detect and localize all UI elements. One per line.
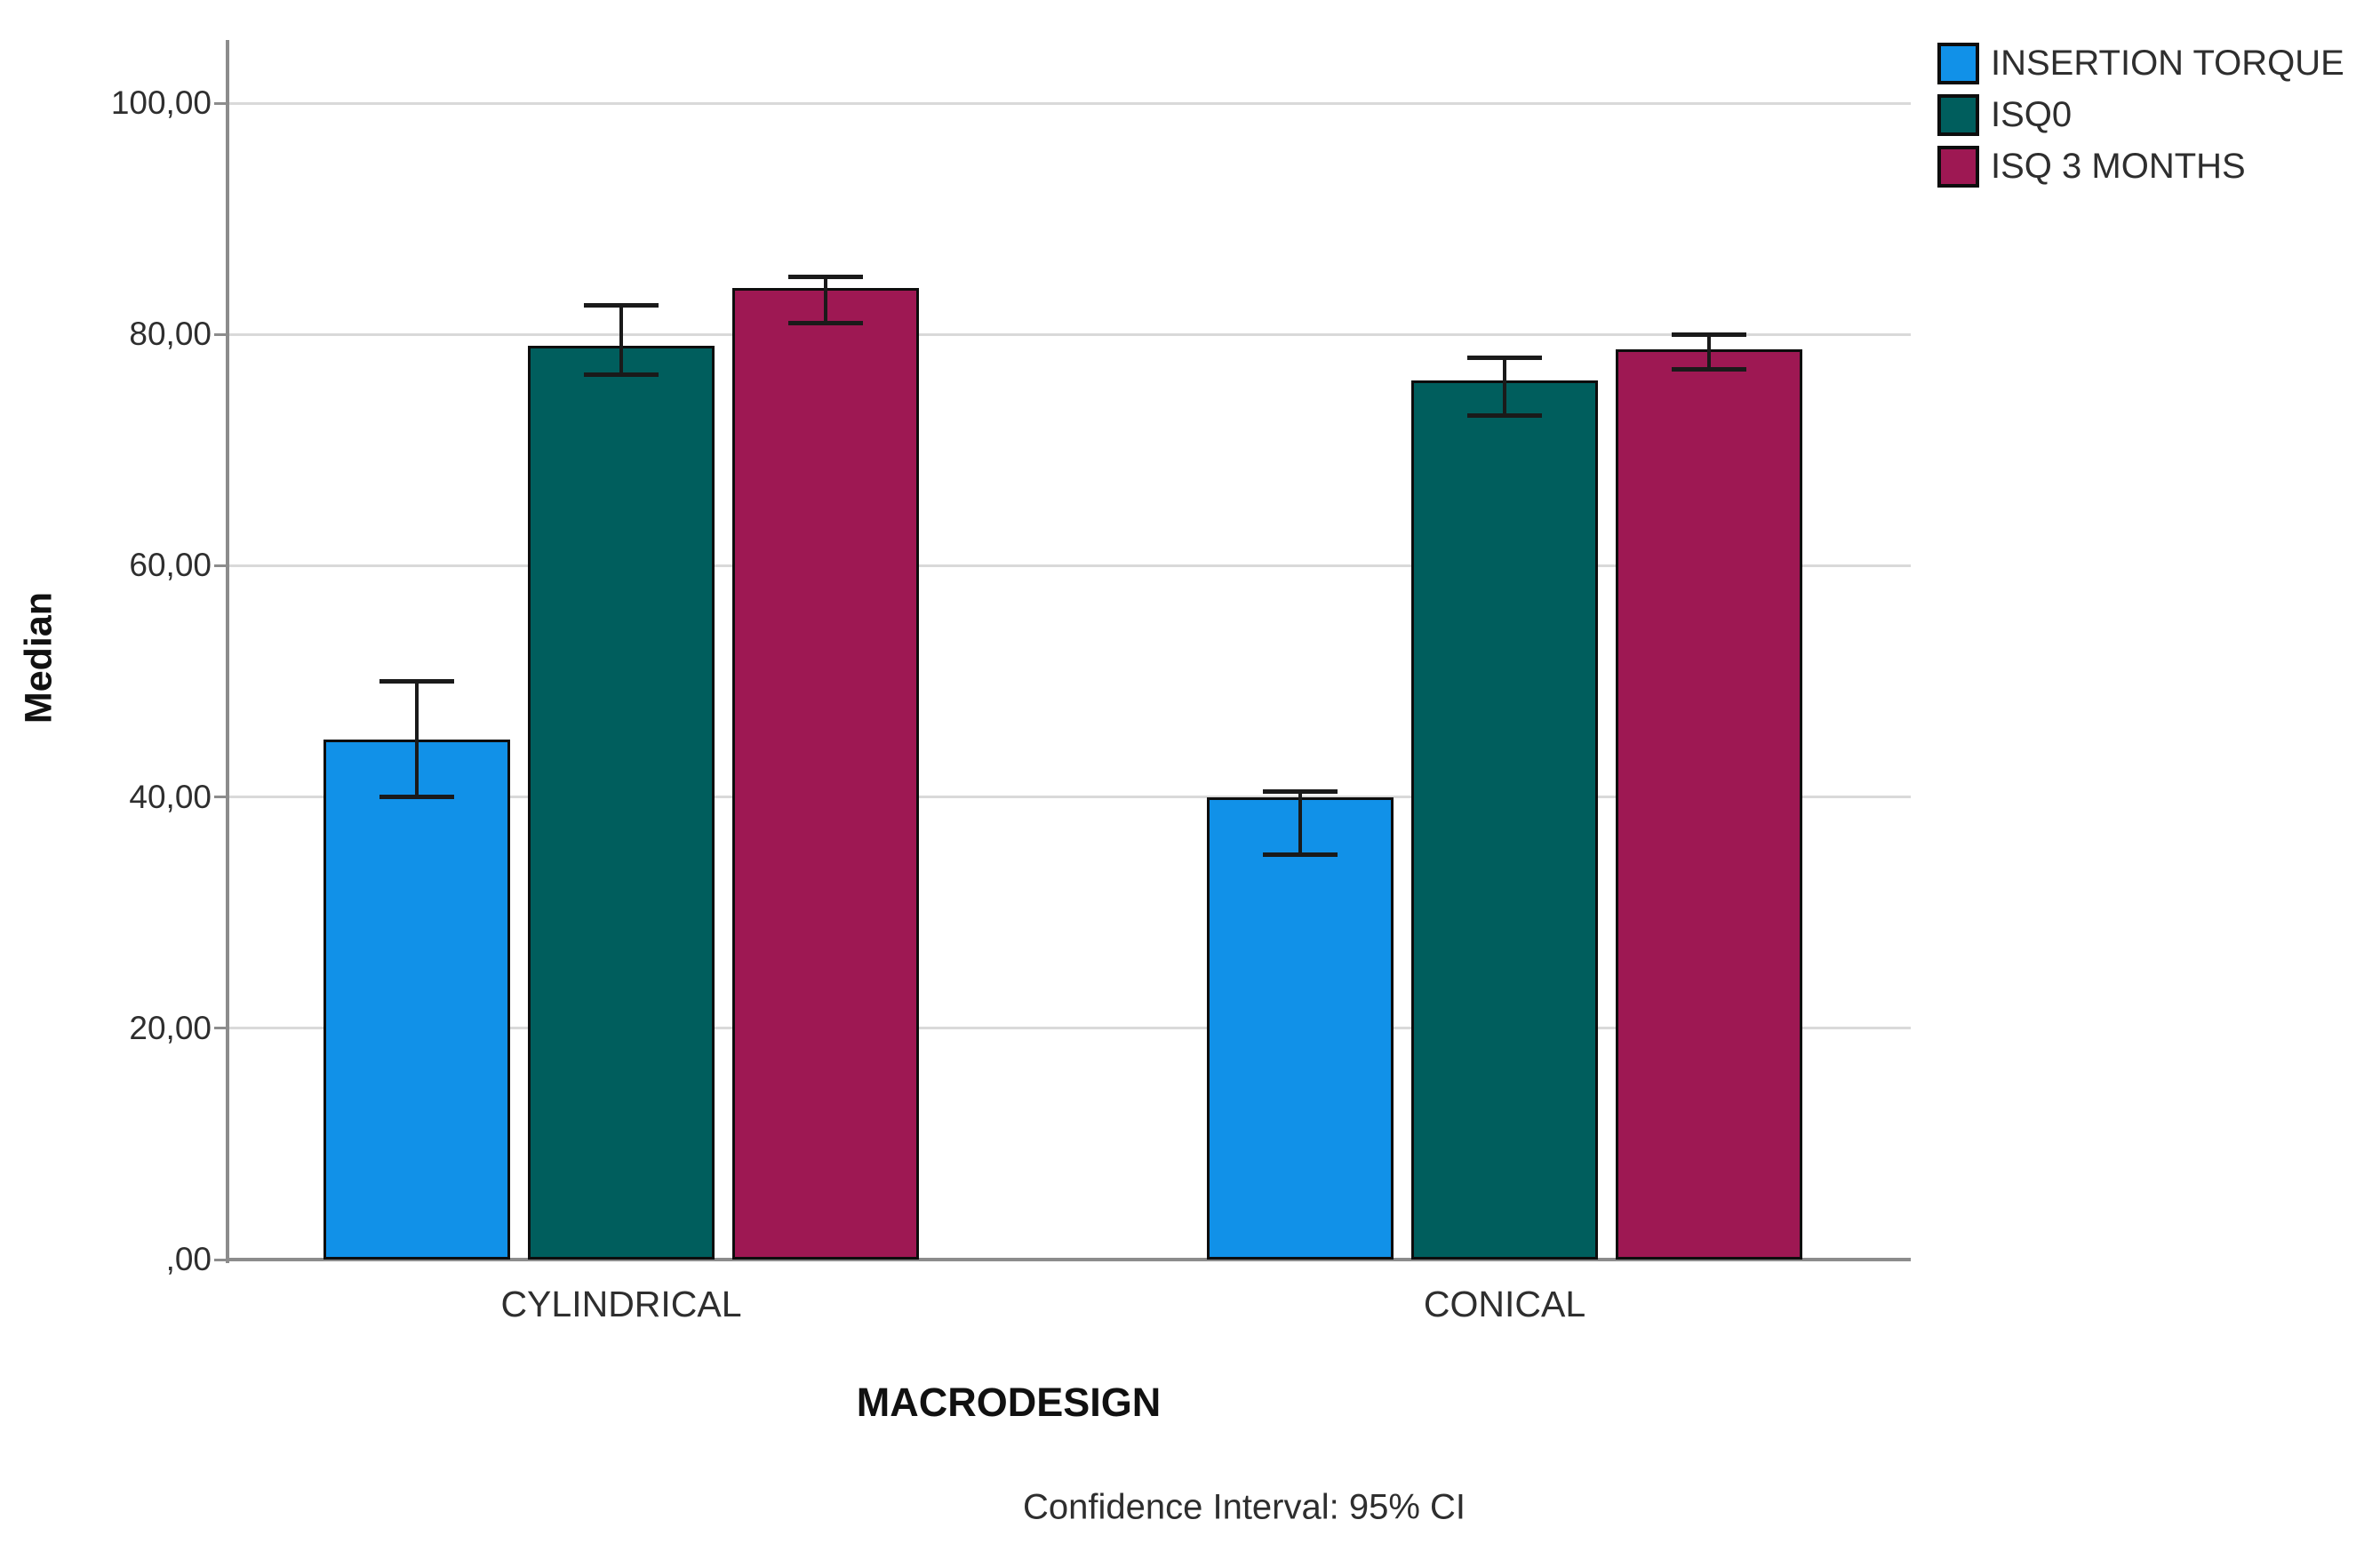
legend-swatch-isq0 bbox=[1937, 93, 1979, 136]
y-axis-line bbox=[226, 40, 229, 1263]
bar-conical-isq-3-months bbox=[1616, 349, 1802, 1260]
y-tick-label: ,00 bbox=[165, 1241, 212, 1277]
error-bar-cap-top bbox=[1672, 332, 1746, 337]
bar-cylindrical-isq-3-months bbox=[732, 288, 919, 1260]
gridline-60 bbox=[229, 564, 1911, 567]
error-bar-cap-bottom bbox=[1467, 412, 1542, 418]
legend-item-isq-3-months: ISQ 3 MONTHS bbox=[1937, 144, 2344, 188]
error-bar-line bbox=[1707, 334, 1711, 370]
error-bar-cap-bottom bbox=[379, 795, 454, 800]
y-tick-mark bbox=[214, 1258, 229, 1261]
error-bar-line bbox=[1503, 357, 1506, 416]
legend: INSERTION TORQUE ISQ0 ISQ 3 MONTHS bbox=[1937, 41, 2344, 188]
y-tick-label: 100,00 bbox=[110, 84, 212, 121]
x-category-label-cylindrical: CYLINDRICAL bbox=[500, 1284, 742, 1324]
x-category-label-conical: CONICAL bbox=[1423, 1284, 1586, 1324]
bar-cylindrical-insertion-torque bbox=[323, 739, 510, 1260]
legend-swatch-insertion-torque bbox=[1937, 42, 1979, 84]
y-tick-mark bbox=[214, 796, 229, 799]
gridline-80 bbox=[229, 332, 1911, 336]
y-tick-mark bbox=[214, 1027, 229, 1030]
error-bar-cap-bottom bbox=[584, 372, 659, 378]
error-bar-cap-top bbox=[788, 274, 863, 279]
y-tick-mark bbox=[214, 564, 229, 567]
error-bar-line bbox=[1298, 791, 1302, 855]
gridline-100 bbox=[229, 101, 1911, 105]
bar-conical-isq0 bbox=[1411, 380, 1598, 1260]
gridline-20 bbox=[229, 1027, 1911, 1030]
legend-label: INSERTION TORQUE bbox=[1991, 44, 2344, 83]
error-bar-line bbox=[415, 681, 419, 797]
legend-swatch-isq-3-months bbox=[1937, 145, 1979, 188]
error-bar-cap-bottom bbox=[788, 320, 863, 325]
error-bar-cap-bottom bbox=[1672, 366, 1746, 372]
y-tick-mark bbox=[214, 101, 229, 105]
bar-conical-insertion-torque bbox=[1207, 796, 1394, 1260]
legend-label: ISQ0 bbox=[1991, 95, 2073, 134]
error-bar-cap-top bbox=[379, 679, 454, 684]
x-axis-title: MACRODESIGN bbox=[856, 1380, 1162, 1425]
error-bar-line bbox=[824, 276, 827, 324]
error-bar-cap-top bbox=[584, 303, 659, 308]
legend-item-isq0: ISQ0 bbox=[1937, 92, 2344, 137]
bar-cylindrical-isq0 bbox=[528, 346, 715, 1260]
y-tick-label: 80,00 bbox=[129, 316, 212, 353]
y-axis-title: Median bbox=[17, 591, 60, 724]
caption: Confidence Interval: 95% CI bbox=[1022, 1487, 1466, 1527]
y-tick-label: 20,00 bbox=[129, 1009, 212, 1046]
plot-area: ,00 20,00 40,00 60,00 80,00 100,00 CYLINDRICAL… bbox=[111, 40, 1911, 1324]
y-tick-mark bbox=[214, 332, 229, 336]
error-bar-line bbox=[619, 305, 623, 375]
error-bar-cap-top bbox=[1467, 355, 1542, 360]
legend-label: ISQ 3 MONTHS bbox=[1991, 147, 2246, 186]
error-bar-cap-top bbox=[1263, 788, 1338, 794]
legend-item-insertion-torque: INSERTION TORQUE bbox=[1937, 41, 2344, 85]
y-tick-label: 60,00 bbox=[129, 547, 212, 584]
error-bar-cap-bottom bbox=[1263, 852, 1338, 858]
gridline-40 bbox=[229, 796, 1911, 799]
y-tick-label: 40,00 bbox=[129, 778, 212, 815]
x-axis-line bbox=[226, 1258, 1911, 1261]
